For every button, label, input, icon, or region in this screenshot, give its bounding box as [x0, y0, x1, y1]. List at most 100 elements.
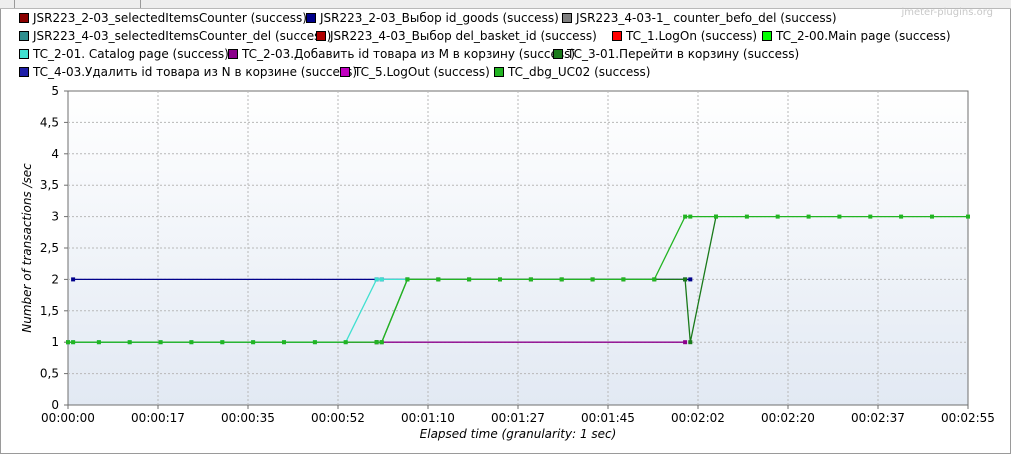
legend-item: JSR223_4-03-1_ counter_befo_del (success…: [562, 10, 837, 26]
legend-item: TC_5.LogOut (success): [340, 64, 490, 80]
data-point: [127, 340, 132, 345]
data-point: [374, 277, 379, 282]
data-point: [312, 340, 317, 345]
x-tick-label: 00:02:02: [671, 411, 725, 425]
data-point: [837, 214, 842, 219]
legend-item: JSR223_4-03_Выбор del_basket_id (success…: [316, 28, 597, 44]
legend-swatch: [340, 67, 350, 77]
data-point: [467, 277, 472, 282]
legend-label: JSR223_4-03_selectedItemsCounter_del (su…: [33, 29, 332, 43]
data-point: [379, 277, 384, 282]
x-tick-label: 00:01:10: [401, 411, 455, 425]
data-point: [590, 277, 595, 282]
watermark: jmeter-plugins.org: [901, 7, 993, 18]
legend-item: TC_3-01.Перейти в корзину (success): [553, 46, 799, 62]
legend-swatch: [612, 31, 622, 41]
legend-item: TC_1.LogOn (success): [612, 28, 757, 44]
legend-swatch: [762, 31, 772, 41]
legend-item: TC_2-01. Catalog page (success): [19, 46, 229, 62]
legend-label: TC_2-00.Main page (success): [776, 29, 951, 43]
data-point: [688, 277, 693, 282]
data-point: [744, 214, 749, 219]
legend-label: TC_3-01.Перейти в корзину (success): [567, 47, 800, 61]
y-axis-label: Number of transactions /sec: [20, 163, 34, 333]
legend-label: TC_2-03.Добавить id товара из M в корзин…: [242, 47, 576, 61]
y-tick-label: 5: [51, 84, 59, 98]
x-tick-label: 00:02:20: [761, 411, 815, 425]
y-tick-label: 0: [51, 398, 59, 412]
y-tick-label: 4: [51, 147, 59, 161]
data-point: [806, 214, 811, 219]
legend-item: JSR223_2-03_selectedItemsCounter (succes…: [19, 10, 307, 26]
y-tick-label: 3: [51, 210, 59, 224]
legend-item: TC_2-00.Main page (success): [762, 28, 951, 44]
legend-swatch: [19, 67, 29, 77]
legend-label: JSR223_2-03_Выбор id_goods (success): [320, 11, 559, 25]
top-tab-strip: [0, 0, 1011, 9]
data-point: [528, 277, 533, 282]
data-point: [621, 277, 626, 282]
x-axis-label: Elapsed time (granularity: 1 sec): [420, 427, 617, 441]
data-point: [251, 340, 256, 345]
legend-swatch: [316, 31, 326, 41]
data-point: [220, 340, 225, 345]
data-point: [683, 214, 688, 219]
x-tick-label: 00:00:52: [311, 411, 365, 425]
y-tick-label: 4,5: [40, 115, 59, 129]
legend-label: TC_dbg_UC02 (success): [508, 65, 651, 79]
data-point: [66, 340, 70, 345]
y-tick-label: 2,5: [40, 241, 59, 255]
axes: 0 0,5 1 1,5 2 2,5 3 3,5 4 4,5 5 00:00:00 00:00:17 00:…: [40, 84, 995, 425]
data-point: [189, 340, 194, 345]
series-lines: [66, 214, 970, 345]
data-point: [868, 214, 873, 219]
y-tick-label: 3,5: [40, 178, 59, 192]
data-point: [71, 340, 76, 345]
data-point: [899, 214, 904, 219]
legend-item: JSR223_4-03_selectedItemsCounter_del (su…: [19, 28, 331, 44]
x-tick-label: 00:00:17: [131, 411, 185, 425]
data-point: [688, 340, 693, 345]
legend-swatch: [494, 67, 504, 77]
y-tick-label: 1: [51, 335, 59, 349]
legend-swatch: [228, 49, 238, 59]
legend-label: JSR223_4-03_Выбор del_basket_id (success…: [330, 29, 597, 43]
data-point: [96, 340, 101, 345]
data-point: [930, 214, 934, 219]
x-tick-label: 00:01:27: [491, 411, 545, 425]
y-tick-label: 2: [51, 272, 59, 286]
data-point: [405, 277, 410, 282]
y-tick-label: 0,5: [40, 367, 59, 381]
data-point: [282, 340, 286, 345]
legend-item: TC_2-03.Добавить id товара из M в корзин…: [228, 46, 575, 62]
x-tick-label: 00:02:55: [941, 411, 995, 425]
x-tick-label: 00:02:37: [851, 411, 905, 425]
data-point: [158, 340, 163, 345]
legend-swatch: [562, 13, 572, 23]
series: [66, 214, 970, 345]
data-point: [688, 214, 693, 219]
data-point: [498, 277, 502, 282]
legend-swatch: [553, 49, 563, 59]
data-point: [652, 277, 657, 282]
data-point: [559, 277, 564, 282]
data-point: [436, 277, 441, 282]
x-tick-label: 00:00:00: [41, 411, 95, 425]
x-tick-label: 00:01:45: [581, 411, 635, 425]
data-point: [683, 340, 688, 345]
legend-label: JSR223_2-03_selectedItemsCounter (succes…: [33, 11, 307, 25]
legend-label: JSR223_4-03-1_ counter_befo_del (success…: [576, 11, 837, 25]
data-point: [71, 277, 76, 282]
legend-swatch: [306, 13, 316, 23]
data-point: [379, 340, 384, 345]
legend-item: JSR223_2-03_Выбор id_goods (success): [306, 10, 559, 26]
legend-swatch: [19, 13, 29, 23]
chart-legend: JSR223_2-03_selectedItemsCounter (succes…: [0, 0, 1011, 90]
legend-label: TC_4-03.Удалить id товара из N в корзине…: [33, 65, 358, 79]
data-point: [374, 340, 379, 345]
data-point: [683, 277, 688, 282]
data-point: [775, 214, 780, 219]
legend-item: TC_dbg_UC02 (success): [494, 64, 650, 80]
legend-swatch: [19, 31, 29, 41]
